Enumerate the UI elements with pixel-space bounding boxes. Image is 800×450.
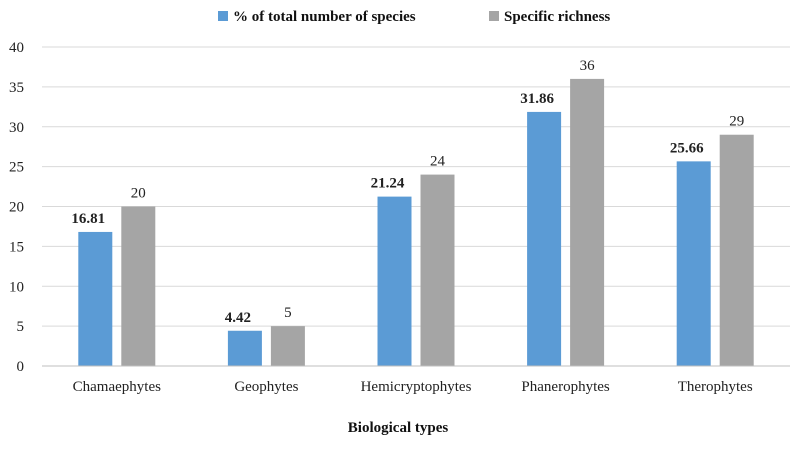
y-tick-label: 10 — [9, 279, 24, 295]
x-tick-label: Phanerophytes — [521, 379, 609, 395]
data-label-richness: 29 — [729, 114, 744, 130]
data-label-percent: 16.81 — [71, 211, 105, 227]
x-axis-title: Biological types — [348, 420, 449, 436]
bar-richness-chamaephytes — [121, 206, 156, 366]
y-tick-label: 5 — [17, 319, 25, 335]
data-label-richness: 36 — [580, 58, 596, 74]
x-axis: Chamaephytes Geophytes Hemicryptophytes Pha… — [42, 365, 790, 395]
bar-percent-therophytes — [676, 161, 711, 366]
y-axis: 0 5 10 15 20 25 30 35 40 — [9, 40, 24, 375]
legend-swatch-richness — [489, 11, 499, 21]
y-tick-label: 35 — [9, 80, 24, 96]
y-tick-label: 30 — [9, 120, 24, 136]
y-tick-label: 25 — [9, 160, 24, 176]
data-label-percent: 4.42 — [225, 310, 251, 326]
bar-richness-hemicryptophytes — [420, 174, 455, 366]
y-tick-label: 40 — [9, 40, 24, 56]
bar-richness-therophytes — [719, 134, 754, 366]
bar-richness-geophytes — [270, 326, 305, 366]
x-tick-label: Hemicryptophytes — [361, 379, 472, 395]
data-label-richness: 20 — [131, 186, 146, 202]
data-label-richness: 5 — [284, 305, 292, 321]
x-tick-label: Geophytes — [234, 379, 298, 395]
bar-percent-phanerophytes — [527, 111, 562, 366]
legend-label-richness: Specific richness — [504, 9, 610, 25]
bar-percent-hemicryptophytes — [377, 196, 412, 366]
legend-swatch-percent — [218, 11, 228, 21]
bar-percent-geophytes — [227, 330, 262, 366]
data-label-percent: 25.66 — [670, 140, 704, 156]
data-label-percent: 31.86 — [520, 91, 554, 107]
data-labels: 16.81 20 4.42 5 21.24 24 31.86 36 25.66 29 — [71, 58, 744, 326]
bars — [78, 78, 754, 367]
bar-richness-phanerophytes — [570, 78, 605, 367]
y-tick-label: 15 — [9, 239, 24, 255]
x-tick-label: Therophytes — [678, 379, 753, 395]
x-tick-label: Chamaephytes — [73, 379, 161, 395]
y-tick-label: 20 — [9, 200, 24, 216]
y-tick-label: 0 — [17, 359, 25, 375]
legend: % of total number of species Specific ri… — [218, 9, 610, 25]
bar-percent-chamaephytes — [78, 231, 113, 366]
data-label-richness: 24 — [430, 154, 446, 170]
legend-label-percent: % of total number of species — [233, 9, 416, 25]
data-label-percent: 21.24 — [371, 176, 405, 192]
gridlines — [42, 46, 790, 327]
